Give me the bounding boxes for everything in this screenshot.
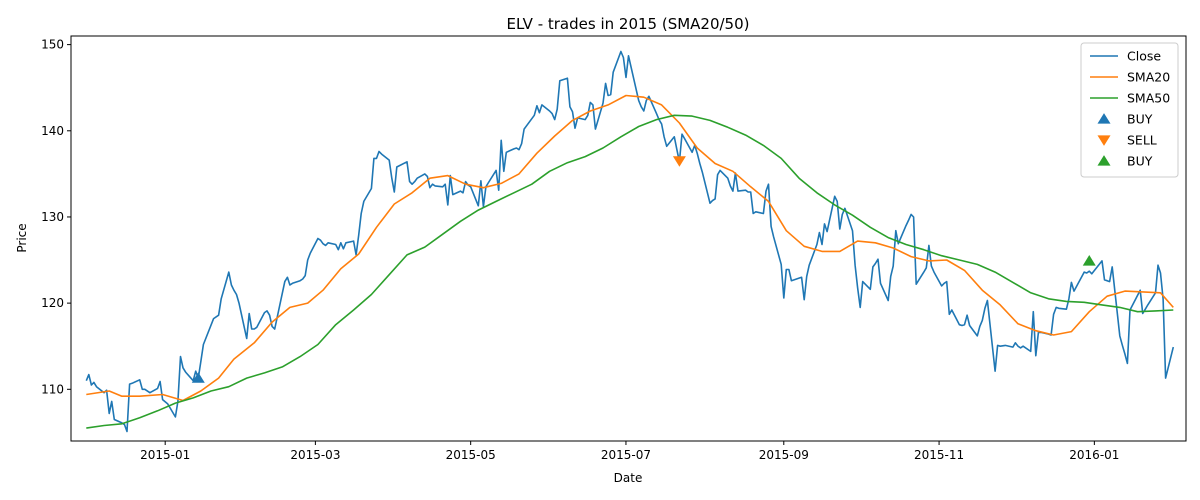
legend-label: BUY — [1127, 154, 1153, 169]
legend-marker-swatch — [1097, 113, 1111, 124]
y-tick-label: 110 — [41, 382, 64, 396]
x-axis: 2015-01 2015-03 2015-05 2015-07 2015-09 2015-… — [140, 441, 1119, 462]
buy-marker — [1082, 255, 1096, 266]
legend-label: BUY — [1127, 112, 1153, 127]
legend-label: Close — [1127, 49, 1161, 64]
y-tick-label: 120 — [41, 296, 64, 310]
y-tick-label: 140 — [41, 124, 64, 138]
y-axis-title: Price — [15, 223, 29, 252]
y-axis: 110 120 130 140 150 — [41, 38, 71, 396]
sell-marker — [672, 156, 686, 167]
x-tick-label: 2015-03 — [290, 448, 340, 462]
plot-area — [85, 50, 1175, 433]
x-tick-label: 2015-05 — [446, 448, 496, 462]
x-axis-title: Date — [614, 471, 643, 485]
x-tick-label: 2015-11 — [914, 448, 964, 462]
chart-title: ELV - trades in 2015 (SMA20/50) — [506, 15, 749, 33]
y-tick-label: 150 — [41, 38, 64, 52]
x-tick-label: 2015-01 — [140, 448, 190, 462]
series-line-sma20 — [86, 94, 1174, 402]
legend-marker-swatch — [1097, 135, 1111, 146]
legend: Close SMA20 SMA50 BUY SELL BUY — [1080, 42, 1179, 178]
legend-label: SELL — [1127, 133, 1157, 148]
buy-marker — [191, 372, 205, 383]
series-line-sma50 — [86, 114, 1174, 429]
x-tick-label: 2015-09 — [759, 448, 809, 462]
x-tick-label: 2015-07 — [601, 448, 651, 462]
legend-label: SMA20 — [1127, 70, 1170, 85]
x-tick-label: 2016-01 — [1069, 448, 1119, 462]
y-tick-label: 130 — [41, 210, 64, 224]
legend-marker-swatch — [1097, 155, 1111, 166]
axes-frame — [70, 35, 1187, 442]
legend-label: SMA50 — [1127, 91, 1170, 106]
